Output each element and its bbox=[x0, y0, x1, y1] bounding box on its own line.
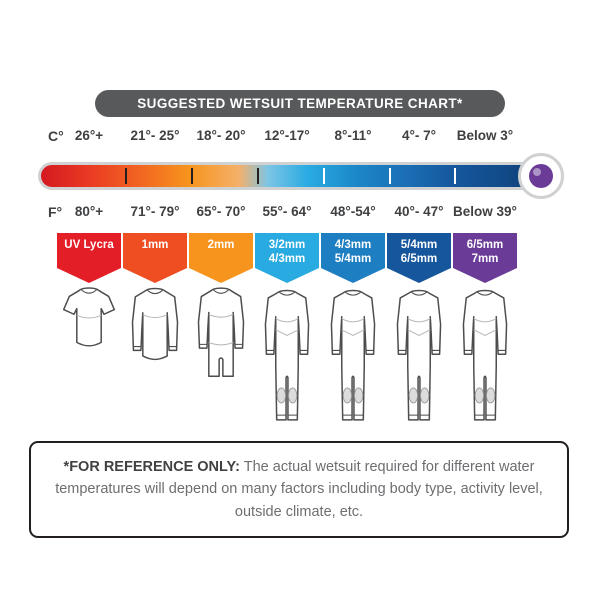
tick-mark bbox=[454, 168, 457, 184]
longsleeve-top-icon bbox=[123, 284, 187, 436]
column-label: 3/2mm 4/3mm bbox=[268, 239, 306, 266]
fahrenheit-value: 65°- 70° bbox=[196, 204, 246, 219]
column-label: UV Lycra bbox=[64, 239, 114, 251]
column-header-5-4mm: 5/4mm 6/5mm bbox=[387, 233, 451, 283]
column-header-1mm: 1mm bbox=[123, 233, 187, 283]
footnote-box: *FOR REFERENCE ONLY: The actual wetsuit … bbox=[29, 441, 569, 539]
tick-mark bbox=[256, 168, 259, 184]
celsius-value: 12°-17° bbox=[264, 128, 310, 143]
celsius-value: 18°- 20° bbox=[196, 128, 246, 143]
column-label: 4/3mm 5/4mm bbox=[334, 239, 372, 266]
fullsuit-icon bbox=[387, 284, 451, 436]
celsius-value: 26°+ bbox=[74, 128, 104, 143]
tick-mark bbox=[388, 168, 391, 184]
fahrenheit-value: 40°- 47° bbox=[394, 204, 444, 219]
column-header-6-5mm: 6/5mm 7mm bbox=[453, 233, 517, 283]
celsius-values: 26°+ 21°- 25° 18°- 20° 12°-17° 8°-11° 4°… bbox=[57, 128, 517, 143]
column-header-2mm: 2mm bbox=[189, 233, 253, 283]
celsius-scale-label: C° bbox=[48, 128, 64, 144]
chart-title: SUGGESTED WETSUIT TEMPERATURE CHART* bbox=[137, 96, 463, 111]
tick-mark bbox=[323, 168, 326, 184]
fahrenheit-values: 80°+ 71°- 79° 65°- 70° 55°- 64° 48°-54° … bbox=[57, 204, 517, 219]
column-header-4-3mm: 4/3mm 5/4mm bbox=[321, 233, 385, 283]
rashguard-tee-icon bbox=[57, 284, 121, 436]
fahrenheit-value: 71°- 79° bbox=[130, 204, 180, 219]
column-label: 6/5mm 7mm bbox=[466, 239, 504, 266]
tick-mark bbox=[125, 168, 128, 184]
fullsuit-icon bbox=[453, 284, 517, 436]
fahrenheit-value: 55°- 64° bbox=[262, 204, 312, 219]
celsius-value: 8°-11° bbox=[334, 128, 372, 143]
column-label: 1mm bbox=[141, 239, 169, 251]
thermometer-tube bbox=[38, 162, 538, 190]
fahrenheit-value: 48°-54° bbox=[330, 204, 376, 219]
column-header-3-2mm: 3/2mm 4/3mm bbox=[255, 233, 319, 283]
thermometer-bulb bbox=[518, 153, 564, 199]
chart-title-banner: SUGGESTED WETSUIT TEMPERATURE CHART* bbox=[95, 90, 505, 117]
column-header-uv-lycra: UV Lycra bbox=[57, 233, 121, 283]
celsius-value: 4°- 7° bbox=[401, 128, 437, 143]
celsius-row: C° 26°+ 21°- 25° 18°- 20° 12°-17° 8°-11°… bbox=[0, 128, 600, 146]
celsius-value: Below 3° bbox=[456, 128, 514, 143]
fahrenheit-row: F° 80°+ 71°- 79° 65°- 70° 55°- 64° 48°-5… bbox=[0, 204, 600, 222]
thermometer-bulb-core bbox=[529, 164, 553, 188]
wetsuit-column-headers: UV Lycra 1mm 2mm 3/2mm 4/3mm 4/3mm 5/4mm… bbox=[57, 233, 517, 283]
fahrenheit-value: Below 39° bbox=[453, 204, 517, 219]
footnote-bold: *FOR REFERENCE ONLY: bbox=[63, 459, 240, 475]
thermometer bbox=[36, 153, 564, 199]
column-label: 5/4mm 6/5mm bbox=[400, 239, 438, 266]
column-label: 2mm bbox=[207, 239, 235, 251]
springsuit-icon bbox=[189, 284, 253, 436]
wetsuit-illustrations bbox=[57, 284, 517, 436]
footnote-text: The actual wetsuit required for differen… bbox=[55, 459, 543, 520]
tick-mark bbox=[191, 168, 194, 184]
fullsuit-icon bbox=[321, 284, 385, 436]
fahrenheit-scale-label: F° bbox=[48, 204, 63, 220]
fullsuit-icon bbox=[255, 284, 319, 436]
celsius-value: 21°- 25° bbox=[130, 128, 180, 143]
fahrenheit-value: 80°+ bbox=[74, 204, 104, 219]
